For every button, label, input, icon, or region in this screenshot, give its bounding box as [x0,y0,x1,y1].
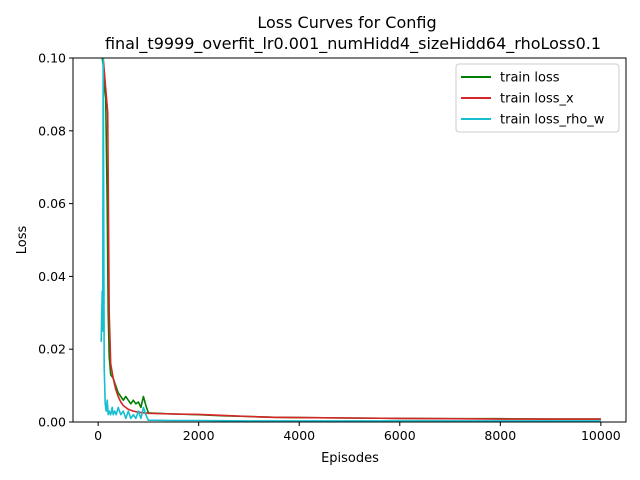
legend-label-2: train loss_rho_w [500,113,605,128]
x-axis-ticks: 0 2000 4000 6000 8000 10000 [94,422,621,443]
x-tick-label: 2000 [183,428,215,443]
x-tick-label: 4000 [283,428,315,443]
y-tick-label: 0.00 [38,415,66,430]
y-tick-label: 0.10 [38,51,66,66]
y-tick-label: 0.04 [38,269,66,284]
y-tick-label: 0.08 [38,123,66,138]
chart-title-line2: final_t9999_overfit_lr0.001_numHidd4_siz… [105,34,601,54]
legend-box [455,63,620,133]
plot-frame [72,57,627,423]
x-tick-label: 6000 [384,428,416,443]
legend-label-1: train loss_x [500,92,574,107]
x-axis-label: Episodes [321,451,379,466]
series-line-2 [100,58,601,422]
x-tick-label: 0 [94,428,102,443]
x-tick-label: 10000 [581,428,621,443]
y-axis-ticks: 0.00 0.02 0.04 0.06 0.08 0.10 [38,51,73,430]
x-tick-label: 8000 [484,428,516,443]
series-layer [100,58,601,422]
y-axis-label: Loss [15,226,30,255]
chart-title-line1: Loss Curves for Config [257,13,436,32]
y-tick-label: 0.06 [38,196,66,211]
y-tick-label: 0.02 [38,342,66,357]
legend-label-0: train loss [500,71,560,86]
